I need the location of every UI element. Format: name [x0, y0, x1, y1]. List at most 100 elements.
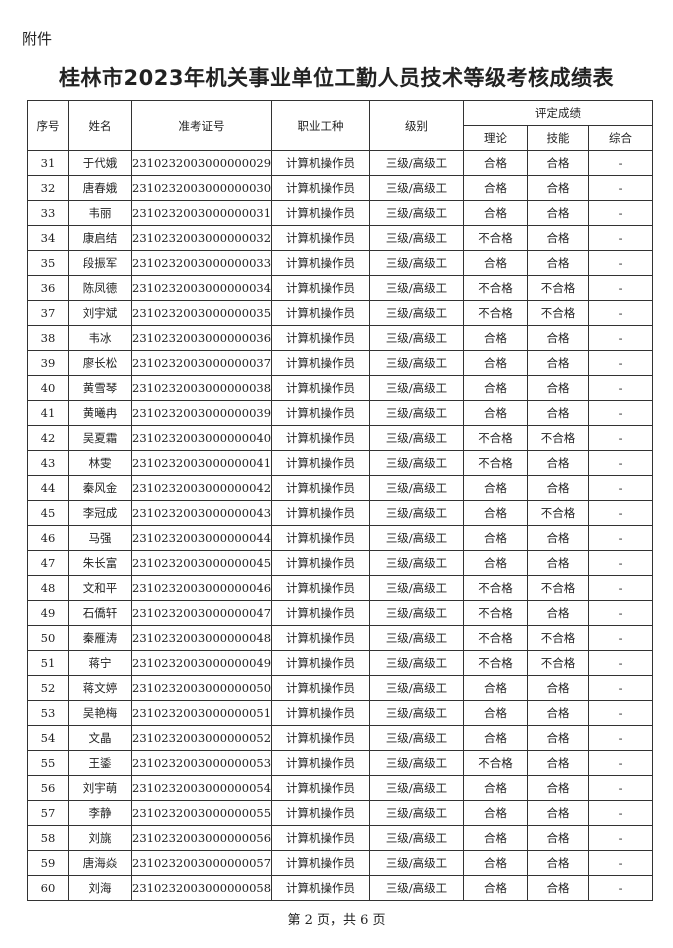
cell-theory: 合格 — [463, 675, 528, 701]
cell-job: 计算机操作员 — [271, 350, 370, 376]
cell-overall: - — [587, 275, 654, 301]
table-row: 34 康启结 2310232003000000032 计算机操作员 三级/高级工 不合格合… — [27, 225, 654, 251]
cell-seq: 51 — [27, 650, 69, 676]
table-row: 36 陈凤德 2310232003000000034 计算机操作员 三级/高级工 不合格不… — [27, 275, 654, 301]
cell-seq: 58 — [27, 825, 69, 851]
cell-skill: 合格 — [527, 225, 589, 251]
cell-seq: 44 — [27, 475, 69, 501]
cell-theory: 合格 — [463, 725, 528, 751]
cell-level: 三级/高级工 — [369, 625, 464, 651]
cell-job: 计算机操作员 — [271, 875, 370, 901]
cell-skill: 不合格 — [527, 575, 589, 601]
cell-exam-id: 2310232003000000042 — [131, 475, 272, 501]
cell-overall: - — [587, 450, 654, 476]
table-row: 32 唐春娥 2310232003000000030 计算机操作员 三级/高级工 合格 合格… — [27, 175, 654, 201]
cell-theory: 合格 — [463, 800, 528, 826]
cell-job: 计算机操作员 — [271, 675, 370, 701]
cell-name: 刘旐 — [68, 825, 132, 851]
cell-exam-id: 2310232003000000037 — [131, 350, 272, 376]
cell-seq: 49 — [27, 600, 69, 626]
cell-theory: 合格 — [463, 500, 528, 526]
cell-overall: - — [587, 750, 654, 776]
cell-seq: 37 — [27, 300, 69, 326]
cell-level: 三级/高级工 — [369, 275, 464, 301]
cell-overall: - — [587, 875, 654, 901]
cell-level: 三级/高级工 — [369, 650, 464, 676]
cell-exam-id: 2310232003000000051 — [131, 700, 272, 726]
cell-skill: 合格 — [527, 350, 589, 376]
cell-skill: 不合格 — [527, 650, 589, 676]
cell-exam-id: 2310232003000000057 — [131, 850, 272, 876]
cell-exam-id: 2310232003000000058 — [131, 875, 272, 901]
cell-name: 秦雁涛 — [68, 625, 132, 651]
cell-overall: - — [587, 150, 654, 176]
cell-skill: 合格 — [527, 250, 589, 276]
cell-exam-id: 2310232003000000046 — [131, 575, 272, 601]
cell-overall: - — [587, 725, 654, 751]
cell-seq: 54 — [27, 725, 69, 751]
cell-overall: - — [587, 650, 654, 676]
cell-name: 文晶 — [68, 725, 132, 751]
cell-seq: 47 — [27, 550, 69, 576]
cell-exam-id: 2310232003000000029 — [131, 150, 272, 176]
cell-level: 三级/高级工 — [369, 325, 464, 351]
cell-name: 蒋宁 — [68, 650, 132, 676]
cell-overall: - — [587, 625, 654, 651]
cell-skill: 合格 — [527, 850, 589, 876]
cell-job: 计算机操作员 — [271, 625, 370, 651]
table-row: 57 李静 2310232003000000055 计算机操作员 三级/高级工 合格 合格 - — [27, 800, 654, 826]
cell-exam-id: 2310232003000000047 — [131, 600, 272, 626]
cell-seq: 35 — [27, 250, 69, 276]
cell-theory: 不合格 — [463, 425, 528, 451]
cell-skill: 合格 — [527, 700, 589, 726]
cell-overall: - — [587, 575, 654, 601]
cell-theory: 合格 — [463, 525, 528, 551]
cell-theory: 不合格 — [463, 625, 528, 651]
cell-job: 计算机操作员 — [271, 825, 370, 851]
cell-skill: 合格 — [527, 325, 589, 351]
cell-level: 三级/高级工 — [369, 225, 464, 251]
cell-job: 计算机操作员 — [271, 425, 370, 451]
cell-name: 唐海焱 — [68, 850, 132, 876]
cell-exam-id: 2310232003000000035 — [131, 300, 272, 326]
cell-exam-id: 2310232003000000048 — [131, 625, 272, 651]
table-row: 37 刘宇斌 2310232003000000035 计算机操作员 三级/高级工 不合格不… — [27, 300, 654, 326]
cell-skill: 合格 — [527, 450, 589, 476]
cell-skill: 合格 — [527, 400, 589, 426]
cell-seq: 40 — [27, 375, 69, 401]
cell-skill: 不合格 — [527, 500, 589, 526]
cell-name: 刘海 — [68, 875, 132, 901]
cell-skill: 不合格 — [527, 425, 589, 451]
cell-job: 计算机操作员 — [271, 700, 370, 726]
cell-name: 唐春娥 — [68, 175, 132, 201]
table-row: 47 朱长富 2310232003000000045 计算机操作员 三级/高级工 合格 合格… — [27, 550, 654, 576]
cell-level: 三级/高级工 — [369, 425, 464, 451]
table-row: 46 马强 2310232003000000044 计算机操作员 三级/高级工 合格 合格 - — [27, 525, 654, 551]
cell-job: 计算机操作员 — [271, 400, 370, 426]
cell-name: 刘宇斌 — [68, 300, 132, 326]
cell-overall: - — [587, 475, 654, 501]
cell-skill: 不合格 — [527, 300, 589, 326]
cell-job: 计算机操作员 — [271, 325, 370, 351]
header-seq: 序号 — [27, 100, 69, 151]
cell-theory: 合格 — [463, 325, 528, 351]
cell-exam-id: 2310232003000000049 — [131, 650, 272, 676]
cell-level: 三级/高级工 — [369, 350, 464, 376]
header-theory: 理论 — [463, 125, 528, 151]
cell-theory: 合格 — [463, 400, 528, 426]
cell-exam-id: 2310232003000000053 — [131, 750, 272, 776]
table-row: 41 黄曦冉 2310232003000000039 计算机操作员 三级/高级工 合格 合格… — [27, 400, 654, 426]
cell-skill: 合格 — [527, 675, 589, 701]
cell-level: 三级/高级工 — [369, 725, 464, 751]
cell-exam-id: 2310232003000000041 — [131, 450, 272, 476]
table-row: 31 于代娥 2310232003000000029 计算机操作员 三级/高级工 合格 合格… — [27, 150, 654, 176]
cell-theory: 合格 — [463, 875, 528, 901]
table-row: 60 刘海 2310232003000000058 计算机操作员 三级/高级工 合格 合格 - — [27, 875, 654, 901]
table-row: 38 韦冰 2310232003000000036 计算机操作员 三级/高级工 合格 合格 - — [27, 325, 654, 351]
cell-skill: 合格 — [527, 725, 589, 751]
cell-overall: - — [587, 375, 654, 401]
cell-skill: 不合格 — [527, 625, 589, 651]
cell-level: 三级/高级工 — [369, 375, 464, 401]
cell-theory: 不合格 — [463, 225, 528, 251]
cell-exam-id: 2310232003000000031 — [131, 200, 272, 226]
